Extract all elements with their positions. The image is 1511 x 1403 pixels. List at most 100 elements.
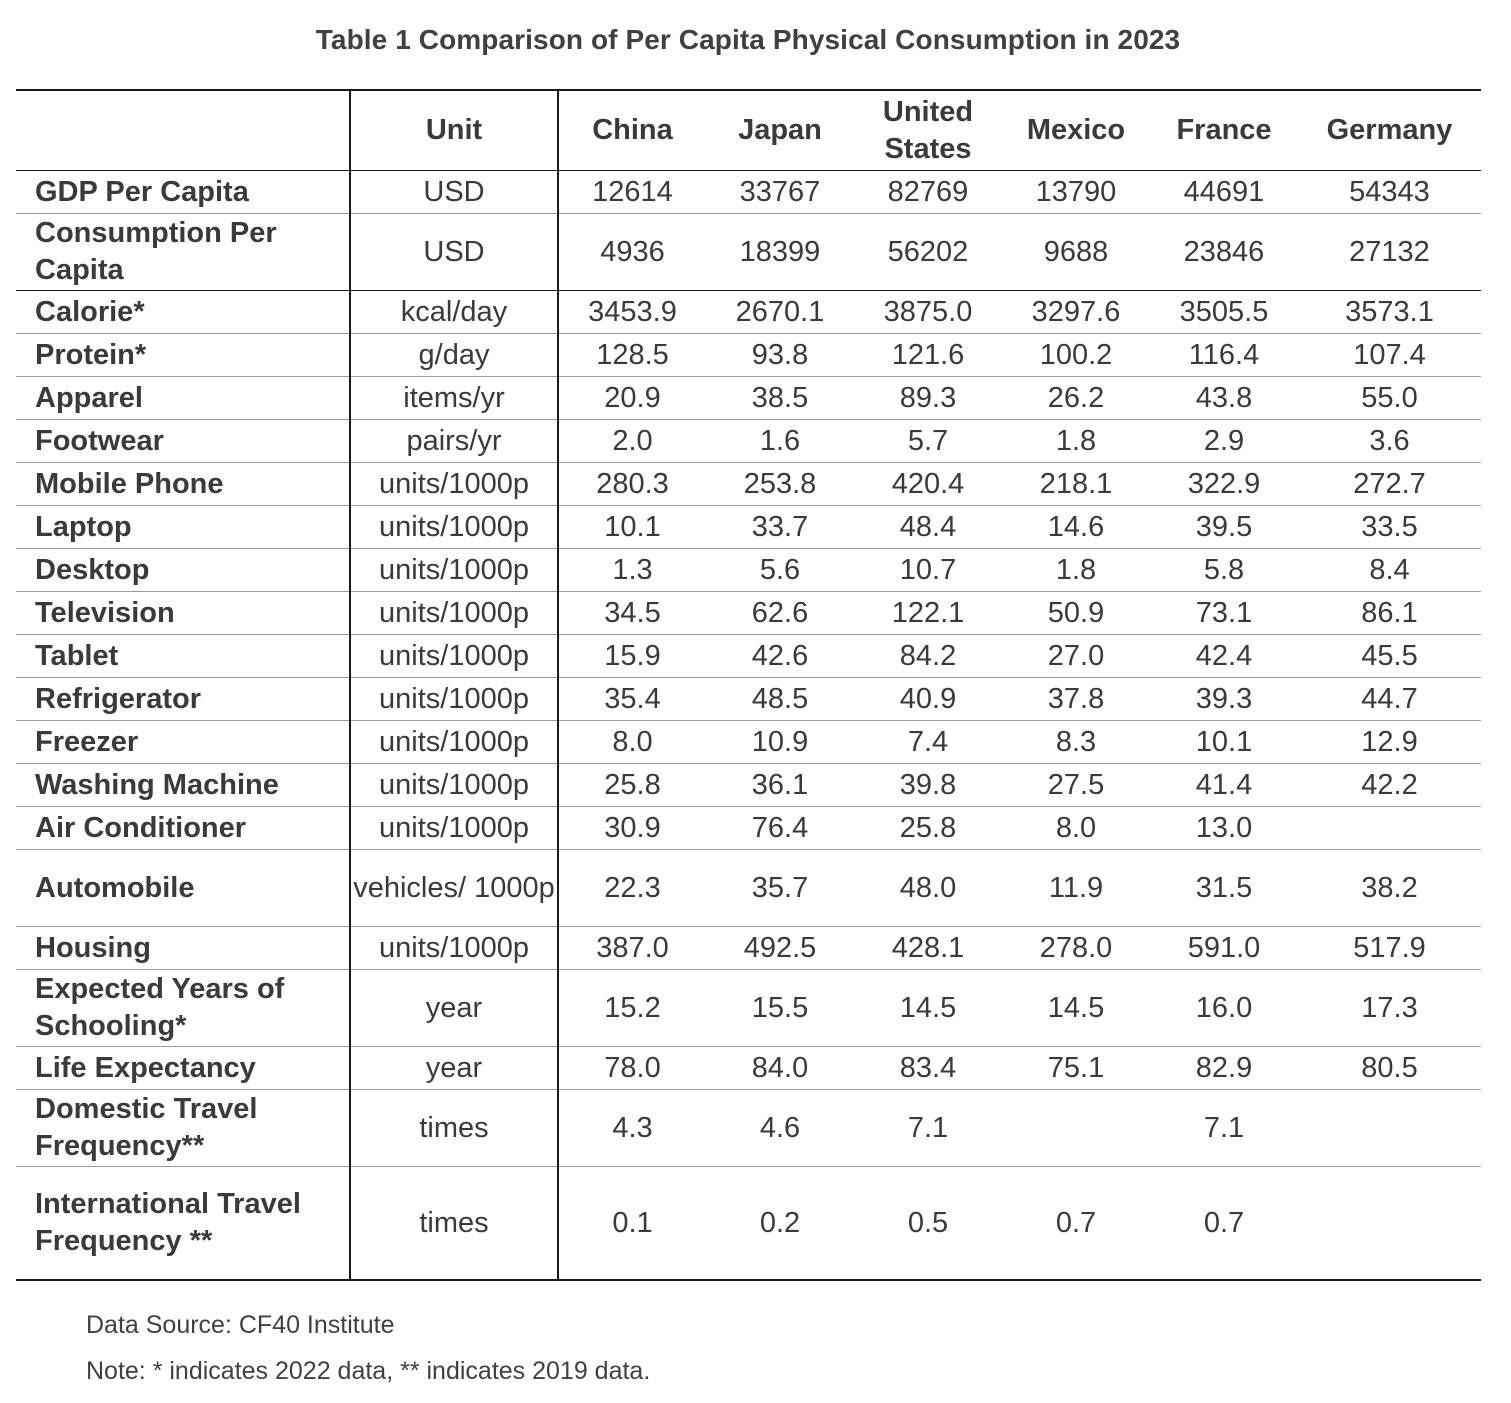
value-cell: 13790: [1002, 170, 1150, 214]
value-cell: 7.4: [854, 720, 1002, 764]
row-unit: units/1000p: [350, 634, 559, 678]
value-cell: [1298, 1167, 1481, 1281]
value-cell: 5.8: [1150, 548, 1298, 592]
value-cell: 3297.6: [1002, 290, 1150, 334]
value-cell: 1.8: [1002, 548, 1150, 592]
value-cell: 387.0: [558, 926, 706, 970]
table-row: Automobile vehicles/ 1000p 22.3 35.7 48.0 11.…: [16, 849, 1481, 927]
row-label: Domestic Travel Frequency**: [16, 1089, 351, 1167]
table-row: GDP Per Capita USD 12614 33767 82769 13790 446…: [16, 170, 1481, 214]
value-cell: 2.9: [1150, 419, 1298, 463]
row-unit: year: [350, 969, 559, 1047]
value-cell: 39.3: [1150, 677, 1298, 721]
value-cell: 420.4: [854, 462, 1002, 506]
header-label: [16, 90, 351, 171]
row-unit: g/day: [350, 333, 559, 377]
value-cell: 0.2: [759, 1206, 801, 1239]
value-cell: 27132: [1298, 213, 1481, 291]
row-unit: items/yr: [350, 376, 559, 420]
value-cell: 80.5: [1298, 1046, 1481, 1090]
row-label: Protein*: [16, 333, 351, 377]
value-cell: 48.5: [706, 677, 854, 721]
row-unit: units/1000p: [350, 677, 559, 721]
table-body: GDP Per Capita USD 12614 33767 82769 13790 446…: [16, 170, 1481, 1281]
table-row: Refrigerator units/1000p 35.4 48.5 40.9 37.8 3…: [16, 677, 1481, 721]
table-row: Apparel items/yr 20.9 38.5 89.3 26.2 43.8 55.0: [16, 376, 1481, 420]
value-cell: 121.6: [854, 333, 1002, 377]
value-cell: 83.4: [854, 1046, 1002, 1090]
value-cell: 10.9: [706, 720, 854, 764]
value-cell: 27.5: [1002, 763, 1150, 807]
consumption-table: Unit China Japan United States Mexico Fr…: [16, 89, 1481, 1281]
value-cell: 280.3: [558, 462, 706, 506]
value-cell: 15.2: [558, 969, 706, 1047]
value-cell: 50.9: [1002, 591, 1150, 635]
value-cell: 36.1: [706, 763, 854, 807]
table-row: Housing units/1000p 387.0 492.5 428.1 278.0 59…: [16, 926, 1481, 970]
table-row: Mobile Phone units/1000p 280.3 253.8 420.4 21…: [16, 462, 1481, 506]
value-cell: 31.5: [1150, 849, 1298, 927]
value-cell: 55.0: [1298, 376, 1481, 420]
value-cell: 76.4: [706, 806, 854, 850]
value-cell: 33767: [706, 170, 854, 214]
value-cell: 23846: [1150, 213, 1298, 291]
value-cell: 15.5: [706, 969, 854, 1047]
value-cell: 1.8: [1002, 419, 1150, 463]
row-unit: units/1000p: [350, 505, 559, 549]
value-cell: 42.2: [1298, 763, 1481, 807]
header-row: Unit China Japan United States Mexico Fr…: [16, 90, 1481, 171]
value-cell: 26.2: [1002, 376, 1150, 420]
value-cell: 0.1: [612, 1206, 653, 1239]
row-label: Air Conditioner: [16, 806, 351, 850]
value-cell: 82769: [854, 170, 1002, 214]
value-cell: 42.4: [1150, 634, 1298, 678]
data-source-note: Data Source: CF40 Institute: [86, 1311, 395, 1339]
table-row: Tablet units/1000p 15.9 42.6 84.2 27.0 42.4 45.…: [16, 634, 1481, 678]
value-cell: [1002, 1089, 1150, 1167]
header-unit: Unit: [350, 90, 559, 171]
value-cell: 93.8: [706, 333, 854, 377]
value-cell: 12614: [558, 170, 706, 214]
value-cell: 48.4: [854, 505, 1002, 549]
value-cell: 11.9: [1002, 849, 1150, 927]
value-cell: 14.5: [1002, 969, 1150, 1047]
value-cell: [1298, 806, 1481, 850]
value-cell: 38.2: [1298, 849, 1481, 927]
row-unit: units/1000p: [350, 462, 559, 506]
row-label: Automobile: [16, 849, 351, 927]
value-cell: 3505.5: [1150, 290, 1298, 334]
value-cell: 2670.1: [706, 290, 854, 334]
row-unit: USD: [350, 170, 559, 214]
row-label: Expected Years of Schooling*: [16, 969, 351, 1047]
value-cell: 25.8: [854, 806, 1002, 850]
table-row: Footwear pairs/yr 2.0 1.6 5.7 1.8 2.9 3.6: [16, 419, 1481, 463]
value-cell: 7.1: [854, 1089, 1002, 1167]
table-row: Calorie* kcal/day 3453.9 2670.1 3875.0 3297.6…: [16, 290, 1481, 334]
value-cell: 37.8: [1002, 677, 1150, 721]
footnote: Note: * indicates 2022 data, ** indicate…: [86, 1357, 651, 1385]
value-cell: 18399: [706, 213, 854, 291]
value-cell: 54343: [1298, 170, 1481, 214]
value-cell: [1298, 1089, 1481, 1167]
value-cell: 1.6: [706, 419, 854, 463]
value-cell: 27.0: [1002, 634, 1150, 678]
header-country-japan: Japan: [706, 90, 854, 171]
value-cell: 48.0: [854, 849, 1002, 927]
table-title: Table 1 Comparison of Per Capita Physica…: [315, 24, 1181, 55]
value-cell: 62.6: [706, 591, 854, 635]
row-unit: year: [350, 1046, 559, 1090]
table-row: Expected Years of Schooling* year 15.2 15.5…: [16, 969, 1481, 1047]
value-cell: 17.3: [1298, 969, 1481, 1047]
value-cell: 20.9: [558, 376, 706, 420]
value-cell: 73.1: [1150, 591, 1298, 635]
value-cell: 8.4: [1298, 548, 1481, 592]
value-cell: 38.5: [706, 376, 854, 420]
value-cell: 517.9: [1298, 926, 1481, 970]
header-country-united-states: United States: [854, 90, 1002, 171]
row-label: Television: [16, 591, 351, 635]
row-unit: pairs/yr: [350, 419, 559, 463]
row-label: International Travel Frequency **: [16, 1166, 351, 1280]
row-label: Freezer: [16, 720, 351, 764]
row-label: Refrigerator: [16, 677, 351, 721]
row-unit: times: [350, 1166, 559, 1280]
